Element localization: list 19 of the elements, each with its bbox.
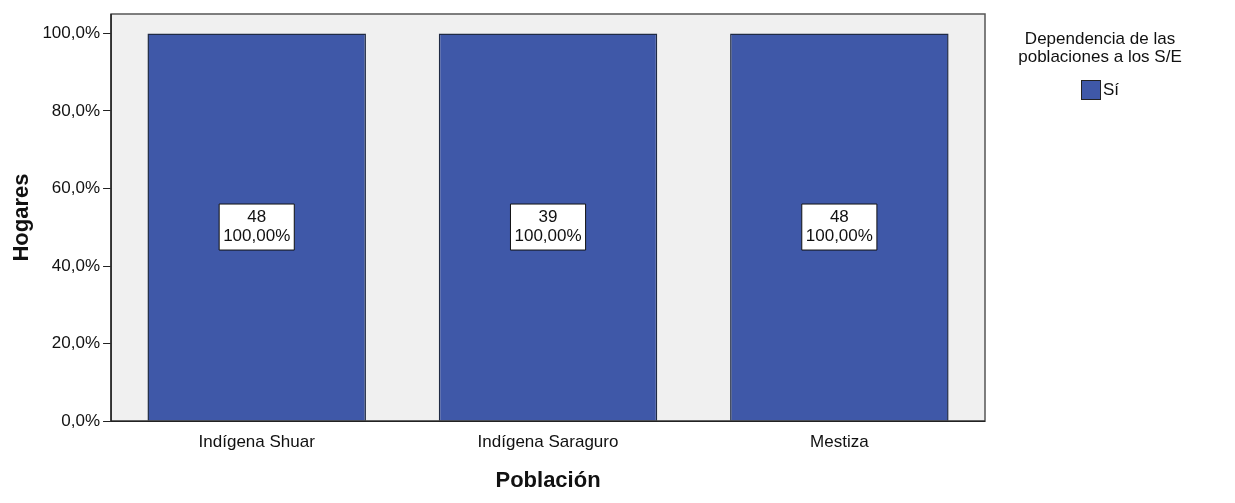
data-label: 100,00% <box>223 226 291 246</box>
x-axis-title: Población <box>495 466 601 492</box>
y-tick-label: 40,0% <box>51 255 101 275</box>
y-tick-label: 60,0% <box>51 178 101 198</box>
annotation: 48 <box>247 207 267 227</box>
y-tick-label: 100,0% <box>42 23 101 43</box>
x-tick-label: Indígena Shuar <box>198 432 316 452</box>
y-tick-label: 20,0% <box>51 333 101 353</box>
y-tick-label: 0,0% <box>61 410 101 430</box>
data-label: 100,00% <box>514 226 582 246</box>
annotation: 48 <box>829 207 849 227</box>
y-tick-label: 80,0% <box>51 100 101 120</box>
text: Sí <box>1102 80 1120 99</box>
data-label: 100,00% <box>805 226 873 246</box>
legend-title: Dependencia de las poblaciones a los S/E <box>1017 29 1183 66</box>
y-axis-title: Hogares <box>8 173 34 262</box>
annotation: 39 <box>538 207 558 227</box>
x-tick-label: Indígena Saraguro <box>477 432 619 452</box>
x-tick-label: Mestiza <box>810 432 870 452</box>
